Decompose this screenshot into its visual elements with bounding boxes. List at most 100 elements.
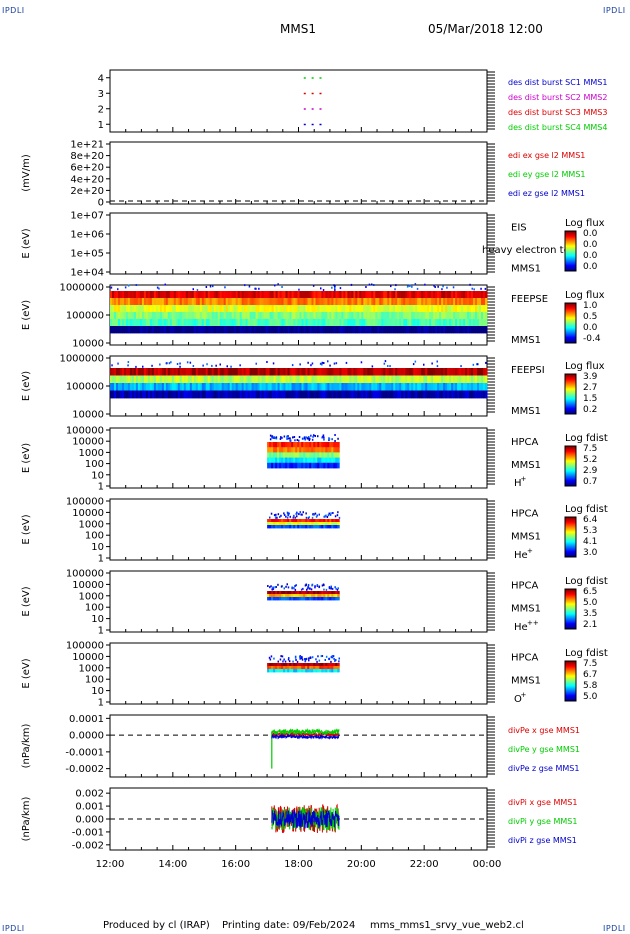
heatmap-cell [189,291,193,299]
colorbar-strip [565,323,576,325]
y-tick-label: 0.0000 [69,731,104,742]
heatmap-cell [295,305,298,313]
colorbar-strip [565,259,576,261]
heatmap-cell [363,390,366,399]
colorbar-tick-label: 2.9 [583,466,598,476]
heatmap-cell [297,442,300,448]
heatmap-cell [403,305,406,313]
heatmap-cell [177,390,181,399]
heatmap-cell [359,390,362,399]
heatmap-cell [265,326,268,334]
heatmap-cell [315,390,318,399]
heatmap-cell [155,312,159,320]
heatmap-cell [255,368,258,376]
heatmap-cell [303,368,306,376]
heatmap-cell [287,525,290,529]
heatmap-cell [323,462,326,469]
colorbar-strip [565,542,576,544]
heatmap-cell [399,298,402,306]
heatmap-cell [179,305,183,313]
heatmap-cell [463,305,466,313]
heatmap-speckle [335,362,338,365]
heatmap-cell [267,298,270,306]
heatmap-speckle [305,436,307,439]
heatmap-cell [291,319,294,327]
heatmap-cell [143,298,147,306]
heatmap-cell [135,383,139,391]
heatmap-cell [305,525,308,529]
heatmap-cell [299,462,302,469]
heatmap-cell [417,319,420,327]
heatmap-speckle [298,436,301,438]
heatmap-cell [281,383,284,391]
heatmap-cell [319,442,322,448]
heatmap-cell [151,319,155,327]
colorbar-strip [565,527,576,529]
heatmap-cell [329,525,332,529]
y-tick-label: -0.002 [72,840,104,851]
heatmap-cell [365,312,368,320]
heatmap-cell [279,375,282,384]
heatmap-cell [175,305,179,313]
heatmap-speckle [329,364,331,367]
colorbar-strip [565,550,576,552]
heatmap-cell [331,519,334,523]
heatmap-cell [427,368,430,376]
heatmap-cell [245,319,248,327]
heatmap-cell [323,597,326,601]
heatmap-cell [299,368,302,376]
colorbar-strip [565,239,576,241]
panel-frame [109,141,488,205]
heatmap-cell [207,319,211,327]
heatmap-cell [451,383,454,391]
heatmap-cell [275,591,278,595]
heatmap-cell [285,525,288,529]
heatmap-cell [291,305,294,313]
heatmap-cell [183,390,187,399]
heatmap-cell [475,291,478,299]
heatmap-cell [197,298,201,306]
heatmap-cell [149,319,153,327]
heatmap-cell [283,368,286,376]
heatmap-cell [191,305,195,313]
heatmap-cell [277,447,280,453]
heatmap-cell [309,519,312,523]
heatmap-cell [361,390,364,399]
heatmap-cell [375,319,378,327]
heatmap-cell [443,298,446,306]
heatmap-cell [221,383,225,391]
heatmap-cell [317,597,320,601]
heatmap-cell [151,298,155,306]
heatmap-cell [353,326,356,334]
heatmap-cell [273,669,276,673]
heatmap-cell [339,319,342,327]
colorbar-strip [565,615,576,617]
heatmap-cell [377,298,380,306]
heatmap-speckle [317,655,319,658]
heatmap-cell [371,319,374,327]
heatmap-speckle [283,587,285,590]
heatmap-cell [343,291,346,299]
colorbar-frame [564,230,577,272]
heatmap-cell [199,326,203,334]
heatmap-cell [457,319,460,327]
heatmap-speckle [311,516,314,519]
heatmap-cell [317,452,320,458]
heatmap-cell [461,319,464,327]
panel-frame [109,714,488,778]
heatmap-speckle [316,660,318,663]
heatmap-cell [313,669,316,673]
heatmap-cell [112,319,115,327]
heatmap-cell [431,291,434,299]
heatmap-cell [345,305,348,313]
heatmap-cell [371,375,374,384]
colorbar-strip [565,697,576,699]
heatmap-cell [219,291,223,299]
y-tick-label: 4 [98,73,104,84]
heatmap-cell [175,368,179,376]
colorbar-strip [565,341,576,343]
heatmap-cell [163,298,167,306]
heatmap-cell [443,312,446,320]
heatmap-cell [153,383,157,391]
heatmap-cell [293,591,296,595]
